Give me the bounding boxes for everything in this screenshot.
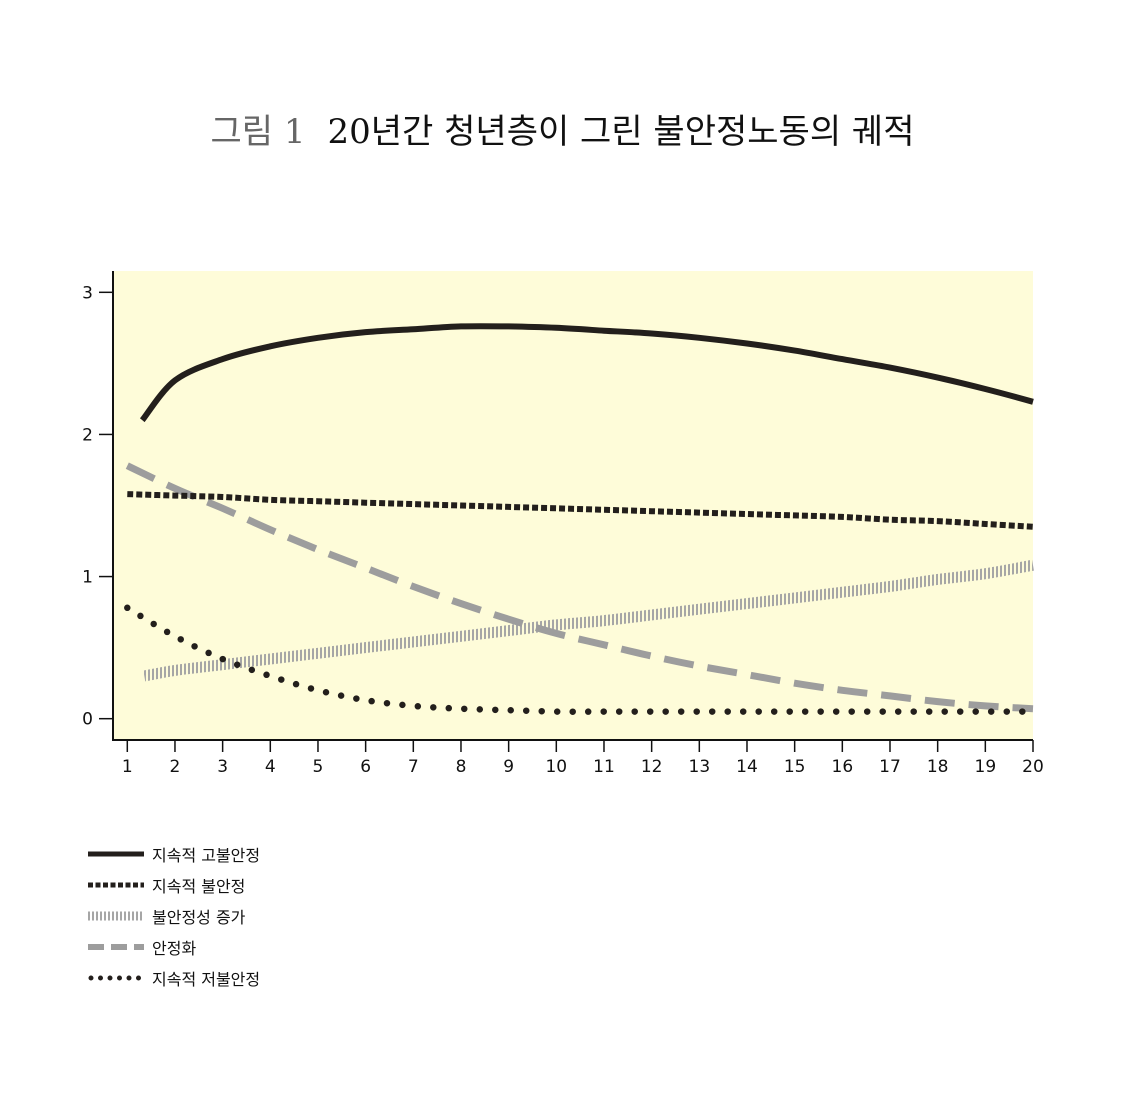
legend-label: 안정화 bbox=[152, 938, 197, 958]
x-tick-label: 11 bbox=[593, 757, 615, 777]
x-tick-label: 3 bbox=[217, 757, 228, 777]
x-tick-label: 19 bbox=[975, 757, 997, 777]
figure-title: 그림 1 20년간 청년층이 그린 불안정노동의 궤적 bbox=[0, 104, 1125, 153]
x-tick-label: 20 bbox=[1022, 757, 1044, 777]
legend-label: 지속적 고불안정 bbox=[152, 845, 261, 865]
figure-label: 그림 1 bbox=[210, 112, 306, 152]
series-line-1 bbox=[139, 323, 1034, 423]
legend-item-2: 지속적 불안정 bbox=[88, 869, 260, 900]
y-tick-label: 0 bbox=[82, 710, 93, 730]
x-tick-label: 18 bbox=[927, 757, 949, 777]
x-tick-label: 6 bbox=[360, 757, 371, 777]
series-line-3 bbox=[143, 559, 1034, 682]
x-tick-label: 7 bbox=[408, 757, 419, 777]
y-tick-label: 2 bbox=[82, 425, 93, 445]
x-tick-label: 17 bbox=[879, 757, 901, 777]
legend-label: 지속적 저불안정 bbox=[152, 969, 261, 989]
y-tick-label: 3 bbox=[82, 283, 93, 303]
legend-swatch bbox=[88, 943, 144, 950]
series-line-2 bbox=[127, 491, 1034, 530]
legend-label: 지속적 불안정 bbox=[152, 876, 246, 896]
x-tick-label: 5 bbox=[313, 757, 324, 777]
x-tick-label: 1 bbox=[122, 757, 133, 777]
legend-label: 불안정성 증가 bbox=[152, 907, 246, 927]
y-tick-label: 1 bbox=[82, 568, 93, 588]
legend-swatch bbox=[88, 882, 144, 887]
legend-item-4: 안정화 bbox=[88, 931, 260, 962]
x-tick-label: 16 bbox=[832, 757, 854, 777]
series-layer bbox=[124, 323, 1037, 715]
x-tick-label: 9 bbox=[503, 757, 514, 777]
legend-swatch bbox=[88, 975, 144, 980]
x-tick-label: 10 bbox=[545, 757, 567, 777]
x-tick-label: 2 bbox=[170, 757, 181, 777]
x-tick-label: 13 bbox=[689, 757, 711, 777]
legend-item-3: 불안정성 증가 bbox=[88, 900, 260, 931]
x-tick-label: 8 bbox=[456, 757, 467, 777]
legend-swatch bbox=[88, 851, 144, 856]
series-line-4 bbox=[125, 462, 1034, 713]
x-tick-label: 12 bbox=[641, 757, 663, 777]
x-tick-label: 14 bbox=[736, 757, 758, 777]
x-tick-label: 15 bbox=[784, 757, 806, 777]
figure-title-text: 20년간 청년층이 그린 불안정노동의 궤적 bbox=[327, 112, 915, 152]
legend-swatch bbox=[88, 911, 144, 920]
legend-item-1: 지속적 고불안정 bbox=[88, 838, 260, 869]
legend-item-5: 지속적 저불안정 bbox=[88, 962, 260, 993]
x-tick-label: 4 bbox=[265, 757, 276, 777]
